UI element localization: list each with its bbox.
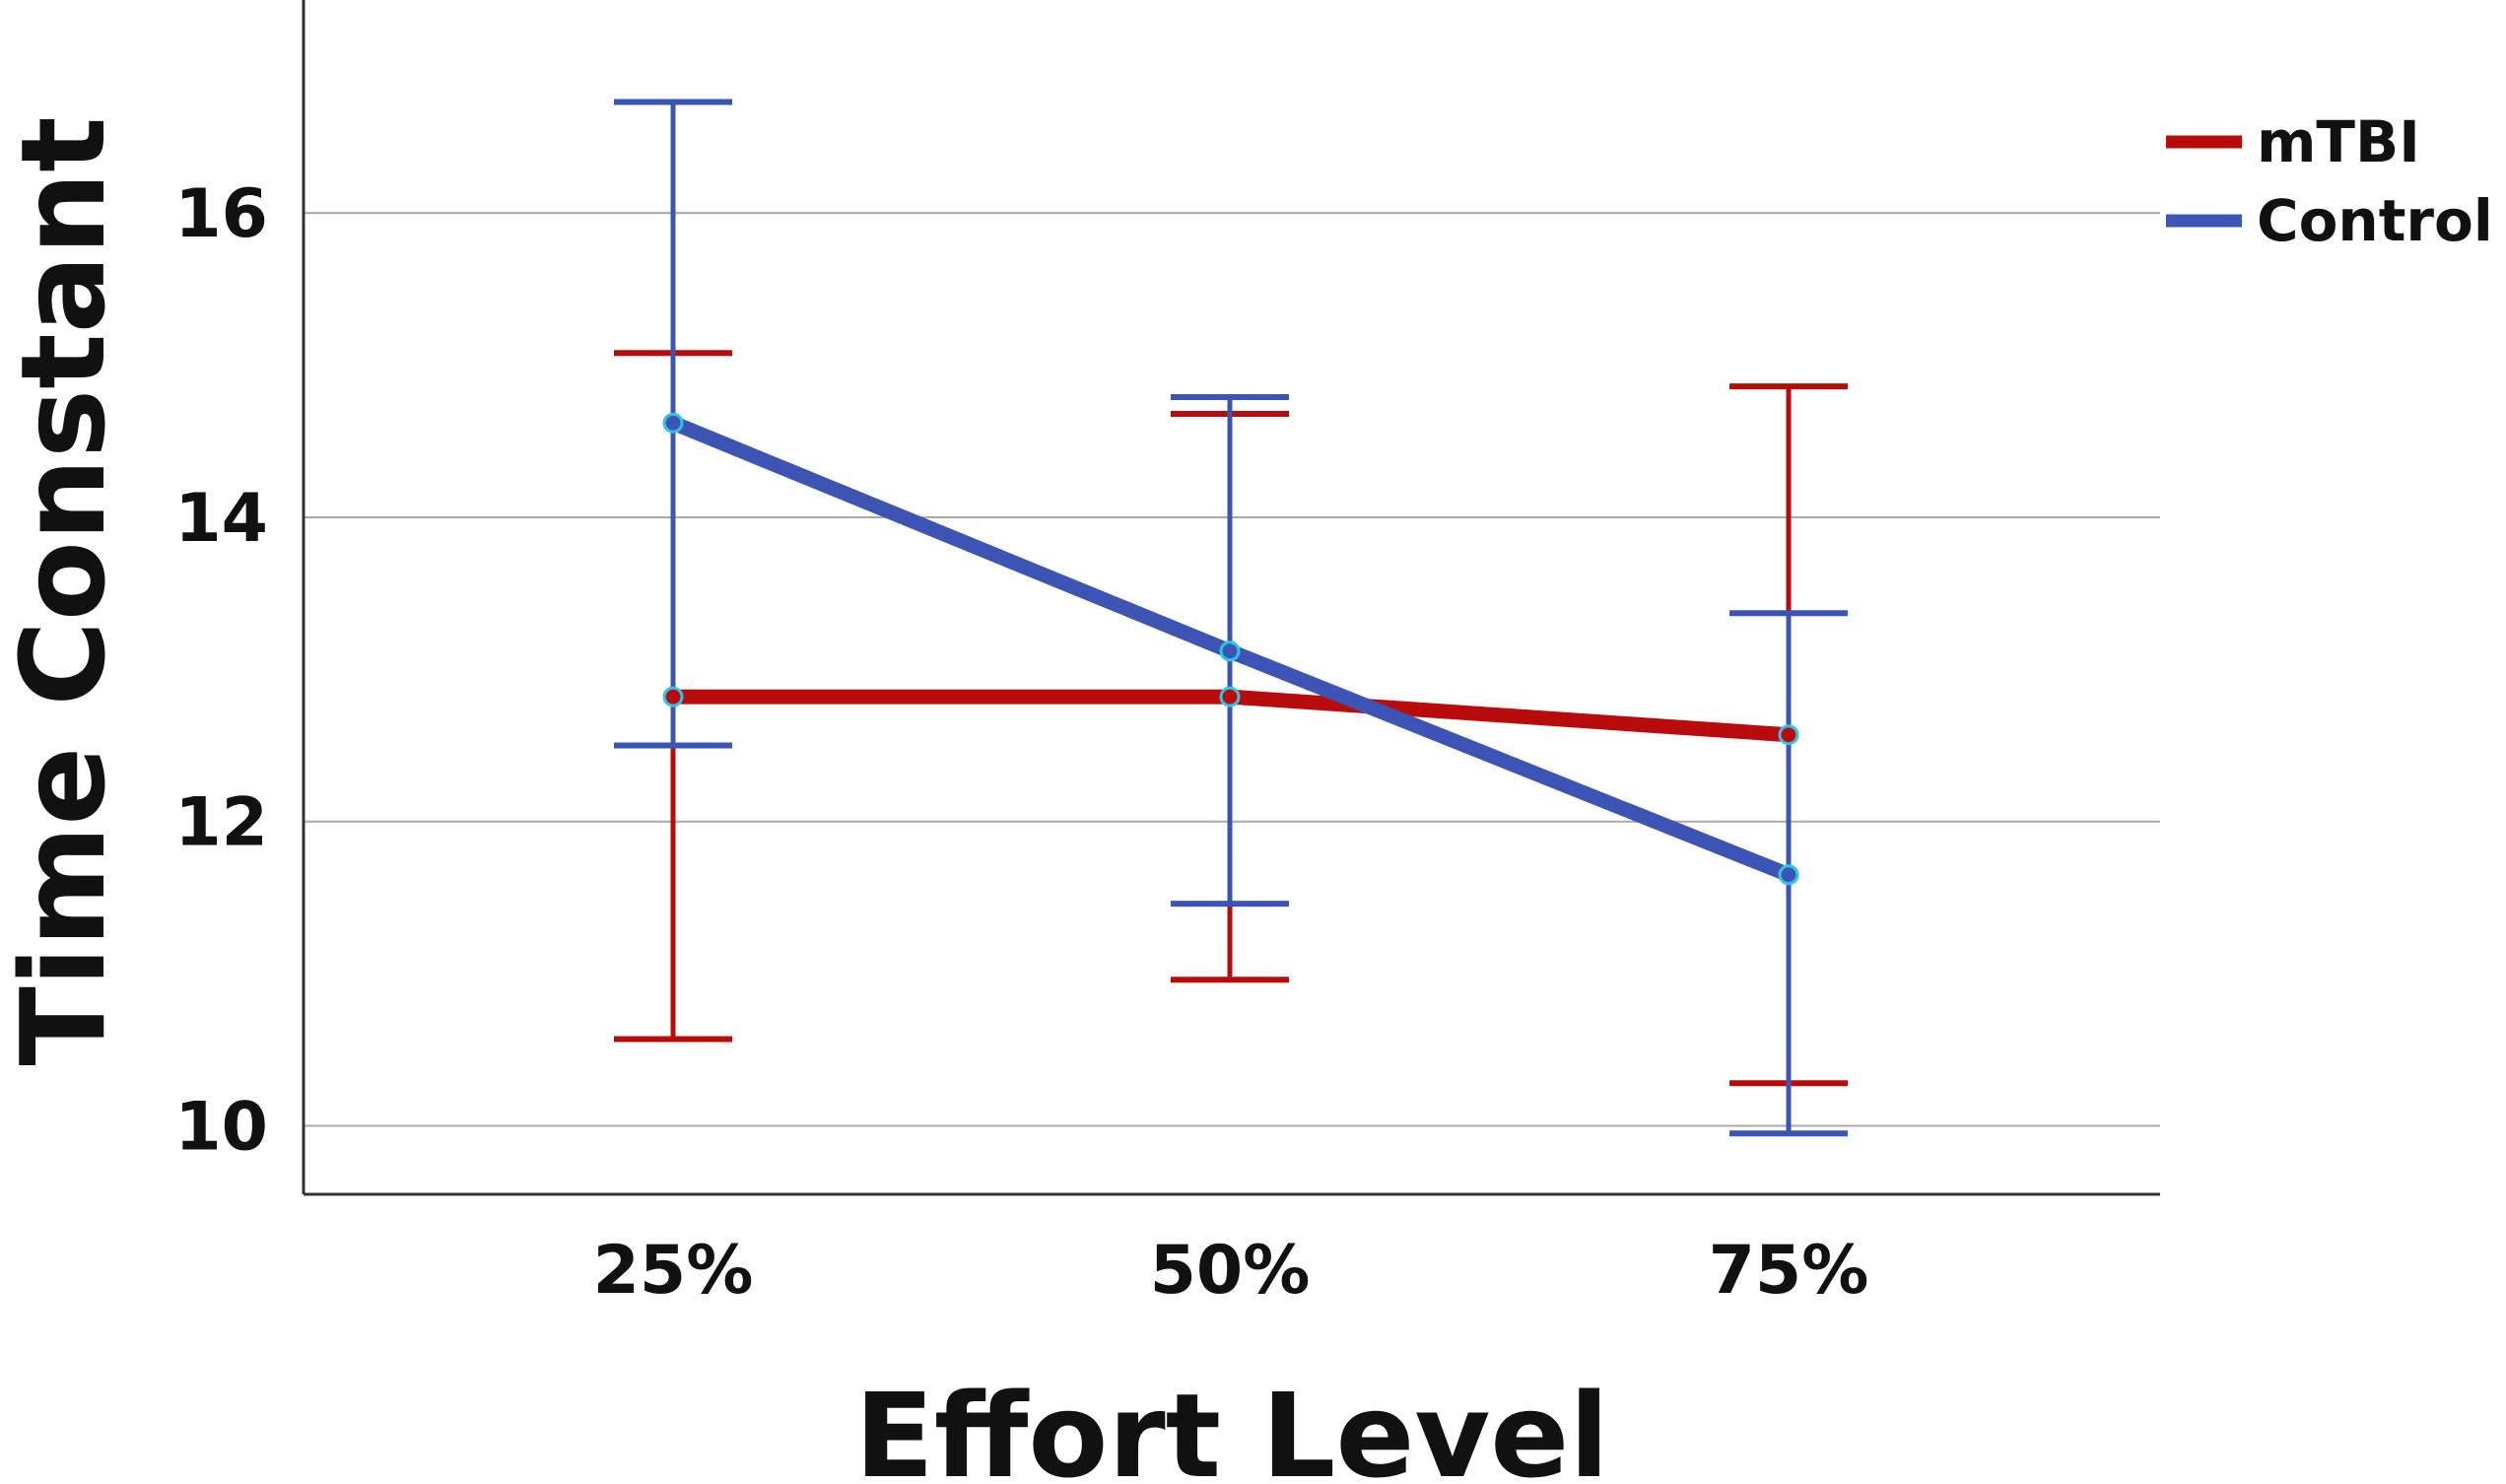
y-axis-title: Time Constant	[0, 116, 131, 1065]
y-tick-label: 10	[174, 1089, 268, 1167]
data-point-control	[662, 412, 684, 434]
data-point-mtbi	[662, 686, 684, 708]
y-tick-label: 14	[174, 480, 268, 558]
y-tick-label: 16	[174, 175, 268, 253]
x-tick-label: 25%	[593, 1232, 754, 1310]
y-tick-labels: 10 12 14 16	[174, 175, 268, 1166]
error-bars	[614, 99, 1848, 1137]
data-point-mtbi	[1219, 686, 1241, 708]
data-points	[662, 412, 1799, 886]
legend-label-mtbi: mTBI	[2257, 108, 2420, 175]
series-line-control	[665, 415, 1796, 883]
series-lines	[665, 415, 1796, 883]
axes	[302, 0, 2160, 1196]
x-tick-labels: 25% 50% 75%	[593, 1232, 1869, 1310]
legend-label-control: Control	[2257, 187, 2493, 254]
x-axis-title: Effort Level	[854, 1368, 1609, 1484]
x-tick-label: 50%	[1150, 1232, 1311, 1310]
series-line-mtbi	[665, 689, 1796, 743]
data-point-control	[1219, 641, 1241, 662]
y-tick-label: 12	[174, 784, 268, 862]
data-point-mtbi	[1778, 724, 1799, 746]
data-point-control	[1778, 864, 1799, 886]
x-tick-label: 75%	[1709, 1232, 1869, 1310]
legend: mTBI Control	[2166, 108, 2493, 254]
